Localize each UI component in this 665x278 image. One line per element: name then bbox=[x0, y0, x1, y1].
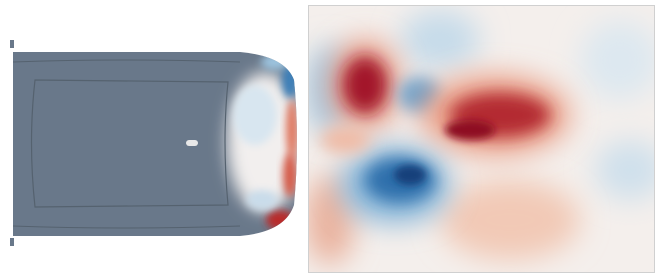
car-mirror bbox=[10, 40, 14, 48]
visualization bbox=[0, 0, 665, 278]
field-view bbox=[305, 5, 665, 273]
car-antenna bbox=[186, 140, 198, 146]
car-view bbox=[10, 40, 303, 246]
page: (() => { const data = JSON.parse(documen… bbox=[0, 0, 665, 278]
car-mirror bbox=[10, 238, 14, 246]
